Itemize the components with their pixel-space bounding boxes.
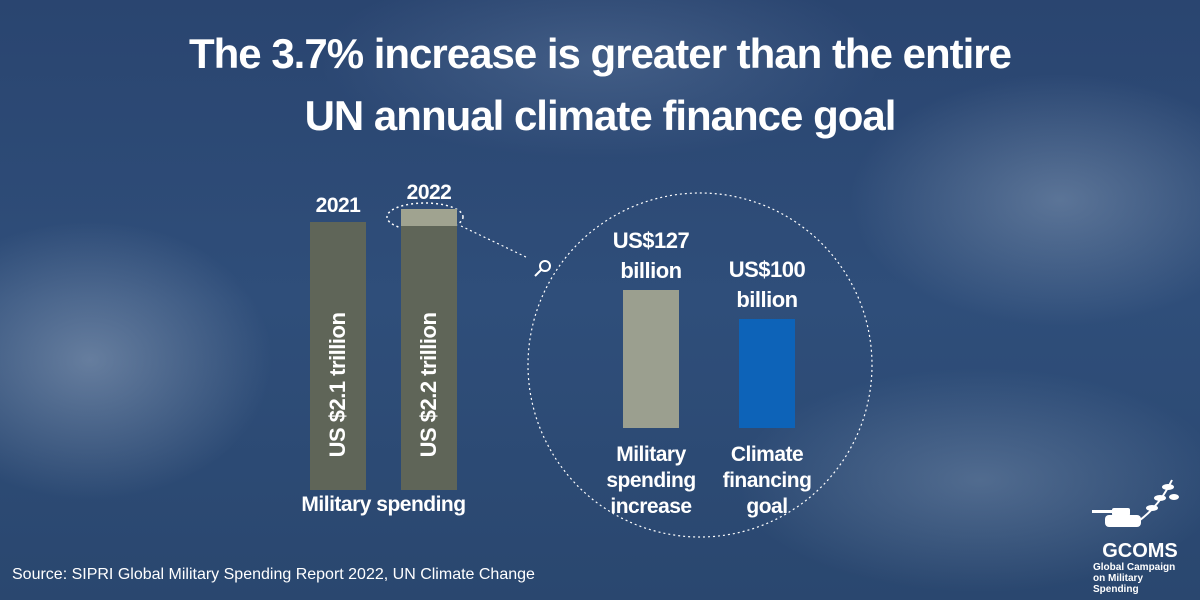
connector [460,225,529,259]
zoom-circle [527,192,873,538]
category-label: 2022 [406,181,452,205]
bar [739,319,795,428]
category-label: Military spending increase [606,443,696,518]
bar [310,222,366,490]
category-label: Climate financing goal [722,443,812,518]
logo-name: GCOMS [1102,540,1178,562]
value-label: US$100 billion [728,257,806,312]
axis-label: Military spending [301,493,466,516]
category-label: 2021 [315,194,361,218]
magnifier-icon [534,260,551,277]
source: Source: SIPRI Global Military Spending R… [12,566,535,583]
bar [623,289,679,428]
focus-ellipse [386,202,464,232]
title-line: UN annual climate finance goal [304,92,897,139]
bar [401,209,457,490]
title-line: The 3.7% increase is greater than the en… [188,30,1012,77]
value-label: US $2.2 trillion [416,312,441,458]
logo-icon [1092,479,1179,527]
value-label: US $2.1 trillion [325,312,350,458]
value-label: US$127 billion [612,227,690,283]
logo-tagline: Global Campaign on Military Spending [1093,562,1176,595]
bar-highlight [401,209,457,227]
